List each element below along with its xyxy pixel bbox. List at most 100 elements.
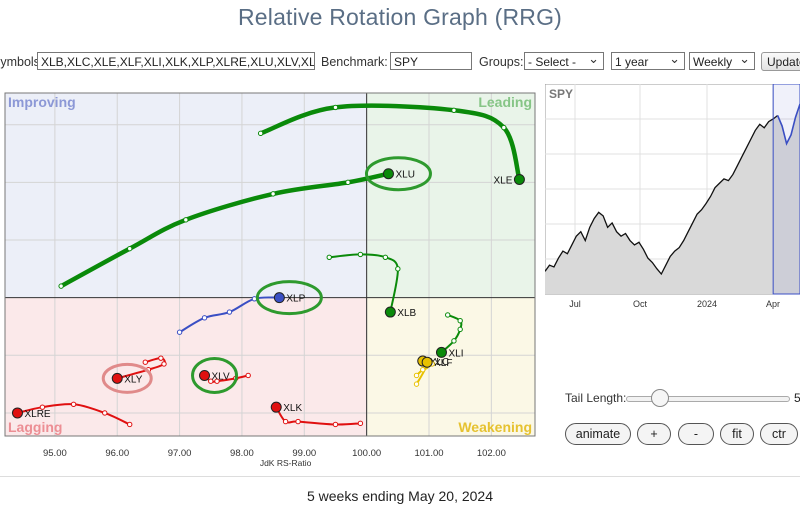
spy-period-window	[772, 84, 800, 295]
x-axis-title: JdK RS-Ratio	[260, 458, 312, 468]
tail-point-xlre	[39, 404, 46, 410]
x-tick-label: 96.00	[105, 448, 129, 459]
highlight-circle-xlu	[364, 156, 432, 192]
label-xlk: XLK	[283, 403, 302, 414]
spy-area	[545, 104, 800, 294]
label-xlp: XLP	[286, 294, 305, 305]
tail-point-xli	[451, 338, 457, 344]
animate-button[interactable]: animate	[565, 423, 631, 445]
head-xlf	[421, 356, 433, 368]
x-tick-label: 98.00	[230, 448, 254, 459]
divider	[0, 476, 800, 477]
x-tick-label: 101.00	[414, 448, 443, 459]
x-tick-label: 99.00	[292, 448, 316, 459]
tail-point-xli	[457, 326, 463, 333]
tail-point-xlu	[270, 191, 276, 197]
symbols-label: Symbols:	[0, 55, 44, 69]
tail-length-value: 5	[794, 391, 800, 405]
tail-point-xlb	[357, 251, 364, 258]
lagging-label: Lagging	[8, 419, 62, 435]
spy-title: SPY	[549, 87, 573, 101]
tail-point-xlv	[208, 378, 214, 384]
tail-point-xlf	[420, 367, 426, 373]
tail-point-xlv	[245, 372, 251, 379]
tail-point-xly	[161, 361, 167, 367]
tail-point-xlk	[282, 418, 289, 425]
period-select[interactable]: 1 year	[611, 52, 685, 70]
spy-price-line	[545, 114, 779, 276]
spy-x-tick-label: Oct	[633, 299, 648, 309]
x-tick-label: 95.00	[43, 448, 67, 459]
tail-point-xlb	[395, 266, 401, 272]
tail-point-xlk	[357, 420, 364, 427]
tail-xle	[258, 103, 522, 182]
tail-point-xlc	[413, 381, 420, 387]
spy-chart: SPY Jul Oct 2024 Apr	[545, 84, 800, 309]
tail-point-xlp	[201, 315, 208, 321]
x-tick-label: 100.00	[352, 448, 381, 459]
weakening-label: Weakening	[458, 419, 532, 435]
groups-label: Groups:	[479, 55, 524, 69]
leading-quadrant	[366, 93, 535, 298]
zoom-out-button[interactable]: -	[678, 423, 714, 445]
rrg-chart[interactable]: Improving Leading Lagging Weakening 95.00 96.…	[0, 78, 545, 473]
highlight-circle-xlv	[191, 356, 239, 394]
controls-bar: Symbols: XLB,XLC,XLE,XLF,XLI,XLK,XLP,XLR…	[0, 50, 800, 76]
tail-length-slider-handle[interactable]	[651, 389, 669, 407]
center-button[interactable]: ctr	[760, 423, 798, 445]
highlight-circle-xly	[101, 362, 153, 394]
spy-x-tick-label: 2024	[697, 299, 717, 309]
head-xlp	[273, 292, 285, 304]
spy-x-tick-label: Jul	[569, 299, 581, 309]
tail-point-xlre	[70, 401, 77, 407]
label-xlc: XLC	[430, 357, 449, 368]
lagging-quadrant	[5, 297, 367, 436]
head-xlu	[382, 168, 394, 180]
leading-label: Leading	[478, 94, 532, 110]
head-xli	[435, 346, 447, 358]
x-tick-label: 97.00	[168, 448, 192, 459]
tail-point-xlu	[127, 245, 133, 252]
fit-button[interactable]: fit	[720, 423, 754, 445]
tail-point-xle	[451, 107, 457, 113]
tail-point-xlp	[226, 309, 233, 315]
improving-label: Improving	[8, 94, 76, 110]
tail-point-xlf	[413, 372, 420, 379]
tail-point-xle	[332, 104, 339, 111]
tail-point-xle	[257, 130, 264, 137]
tail-point-xli	[457, 318, 463, 324]
tail-point-xlk	[295, 418, 301, 425]
label-xlv: XLV	[212, 371, 230, 382]
spy-period-line	[776, 103, 800, 146]
label-xlre: XLRE	[24, 409, 50, 420]
groups-select[interactable]: - Select -	[524, 52, 604, 70]
head-xle	[513, 173, 525, 185]
head-xlb	[384, 306, 396, 318]
zoom-in-button[interactable]: +	[637, 423, 671, 445]
label-xlu: XLU	[395, 170, 414, 181]
tail-point-xly	[158, 355, 164, 361]
tail-point-xlu	[183, 217, 189, 223]
x-tick-label: 102.00	[477, 448, 506, 459]
frequency-select[interactable]: Weekly	[689, 52, 755, 70]
period-caption: 5 weeks ending May 20, 2024	[306, 488, 493, 504]
highlight-circle-xlp	[255, 280, 323, 316]
tail-point-xlb	[382, 254, 389, 260]
tail-length-label: Tail Length:	[565, 391, 627, 405]
tail-point-xlp	[176, 329, 183, 335]
tail-point-xlv	[214, 378, 220, 384]
label-xle: XLE	[494, 175, 513, 186]
spy-x-tick-label: Apr	[766, 299, 780, 309]
head-xly	[111, 372, 123, 384]
label-xlb: XLB	[397, 308, 416, 319]
tail-point-xlk	[332, 421, 339, 428]
tail-length-track[interactable]	[626, 396, 790, 402]
update-button[interactable]: Update	[761, 52, 800, 71]
label-xli: XLI	[448, 348, 463, 359]
tail-point-xlu	[345, 179, 351, 186]
tail-point-xlb	[326, 254, 332, 260]
symbols-input[interactable]: XLB,XLC,XLE,XLF,XLI,XLK,XLP,XLRE,XLU,XLV…	[37, 52, 315, 70]
tail-point-xle	[501, 124, 507, 131]
benchmark-input[interactable]: SPY	[390, 52, 472, 70]
label-xlf: XLF	[434, 358, 452, 369]
